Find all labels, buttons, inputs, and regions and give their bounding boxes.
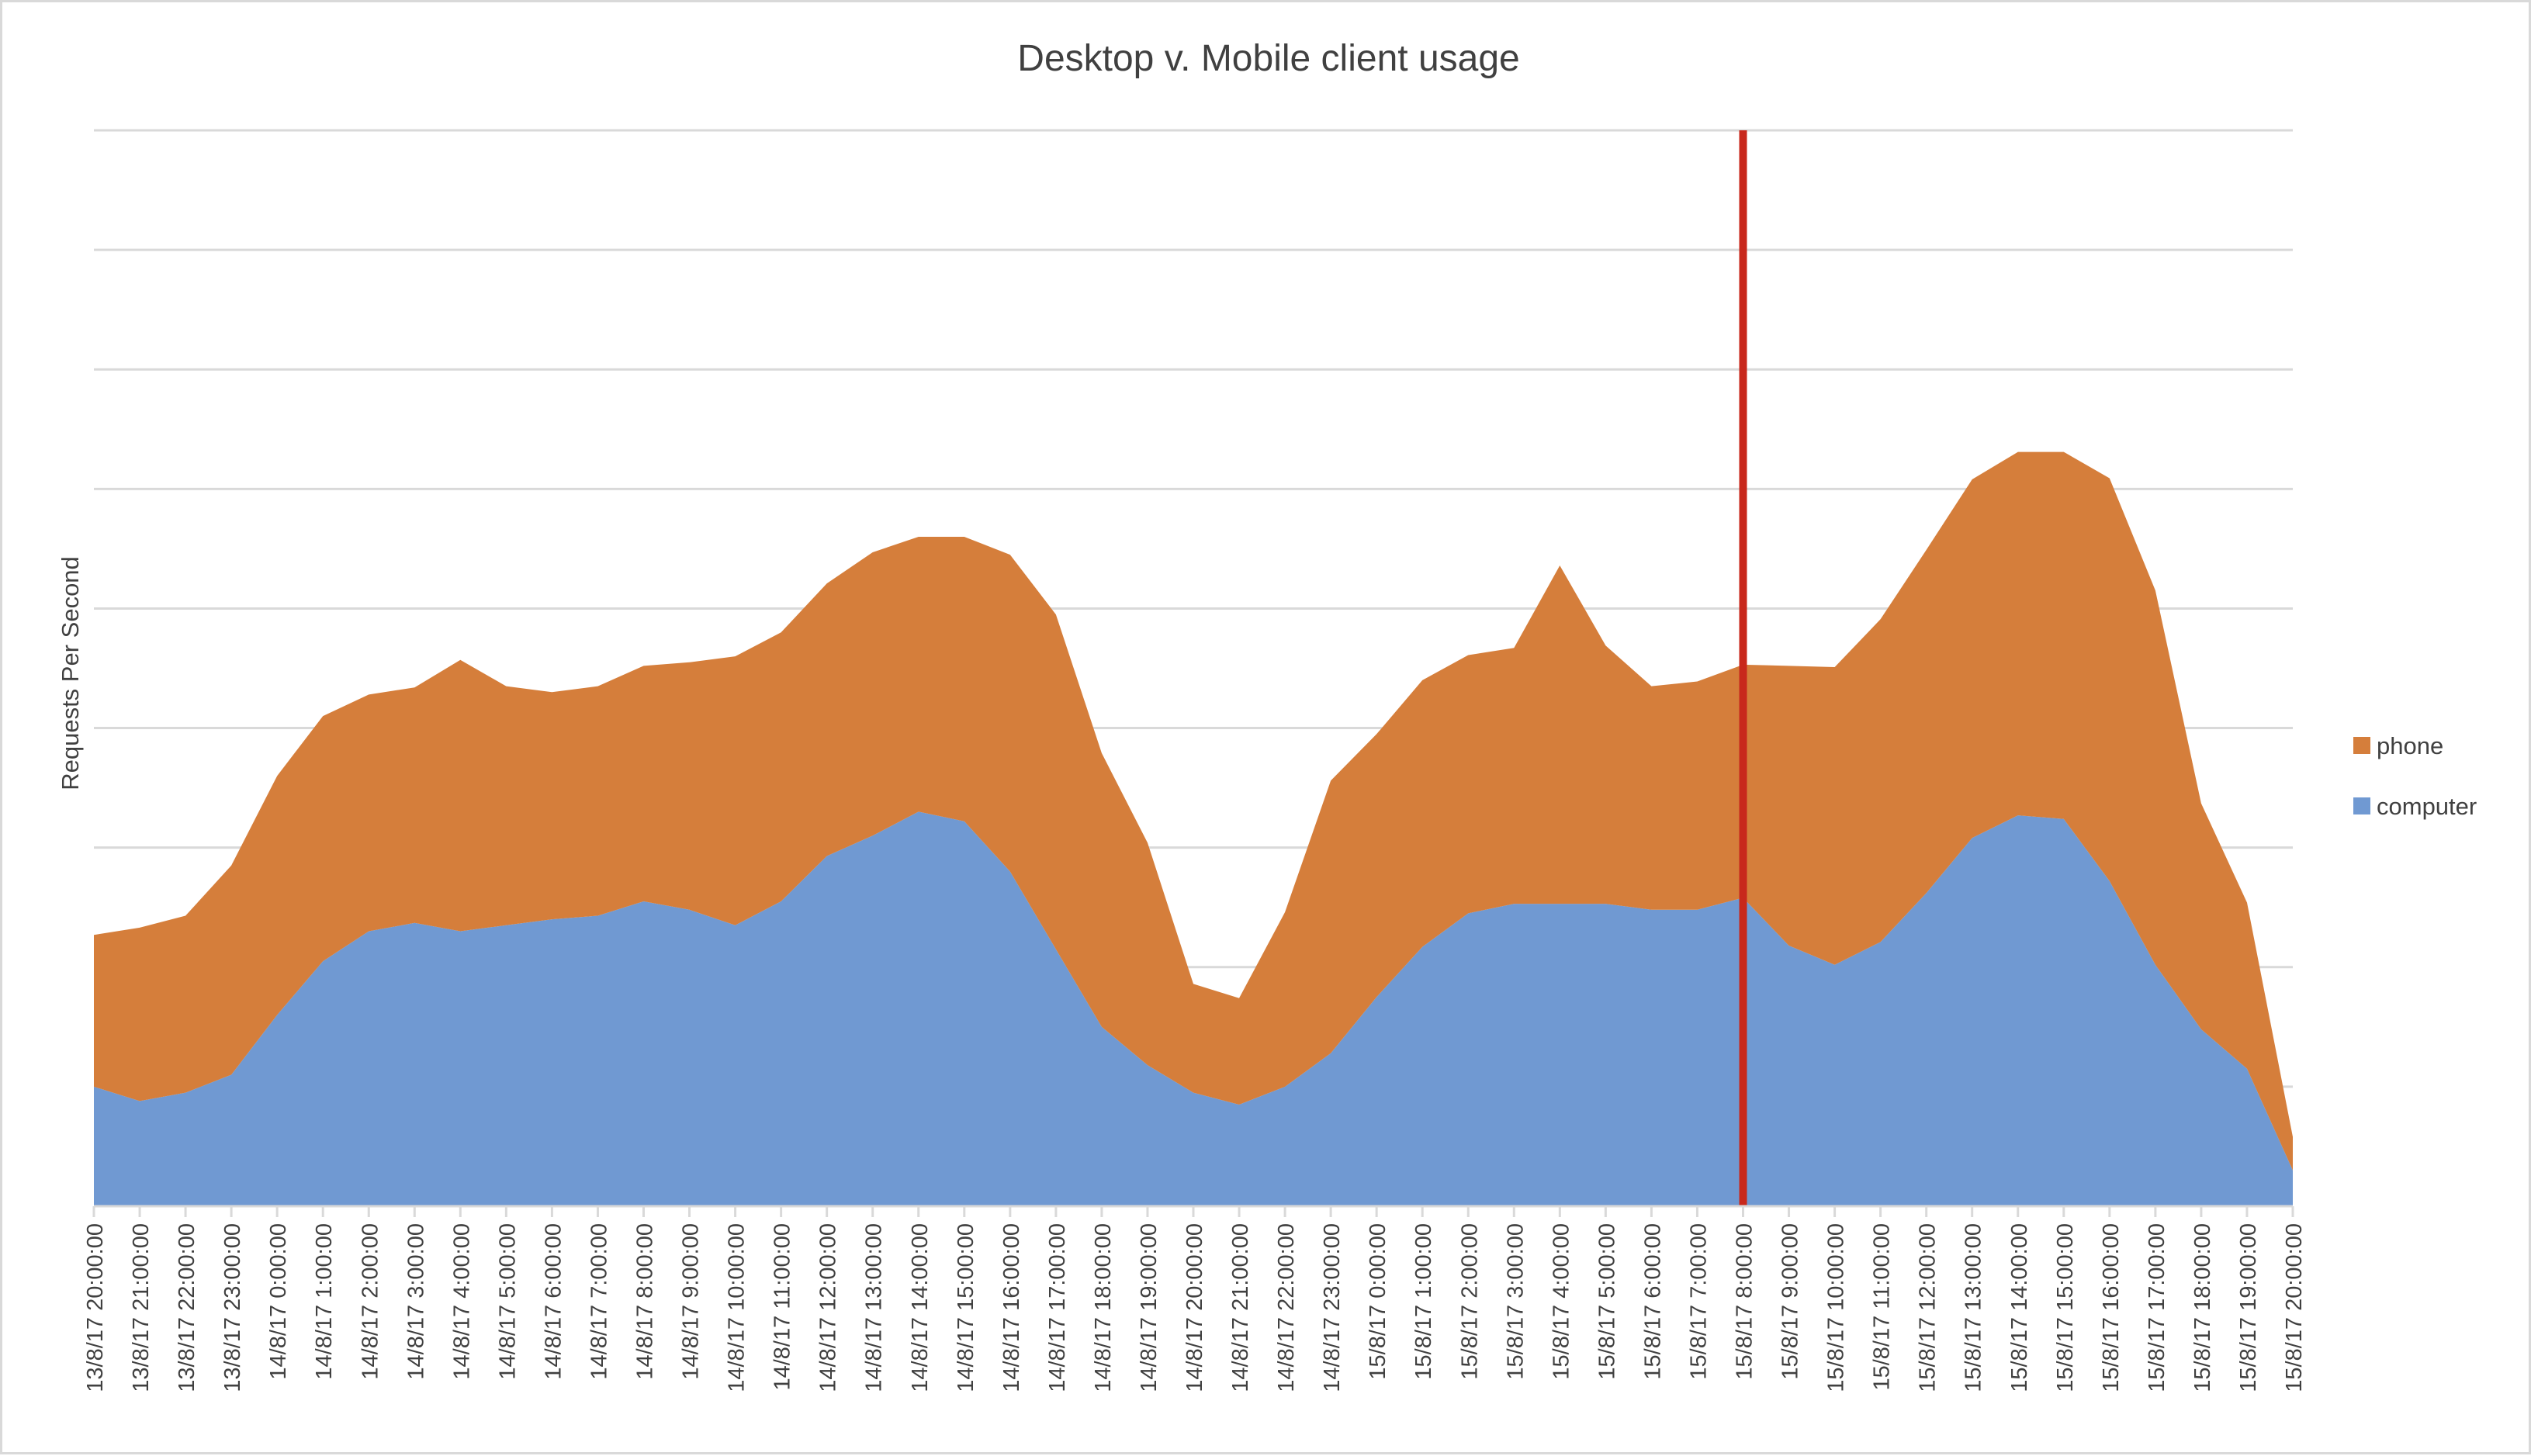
legend-label: computer [2377,793,2477,820]
legend-swatch [2353,737,2370,754]
x-tick-label: 14/8/17 23:00:00 [1320,1223,1345,1392]
x-tick-label: 15/8/17 9:00:00 [1778,1223,1803,1380]
x-tick-label: 14/8/17 11:00:00 [770,1223,795,1391]
x-tick-label: 15/8/17 17:00:00 [2145,1223,2169,1392]
x-tick-label: 15/8/17 19:00:00 [2236,1223,2261,1392]
x-tick-label: 13/8/17 23:00:00 [220,1223,245,1392]
legend-swatch [2353,797,2370,814]
x-tick-label: 15/8/17 15:00:00 [2053,1223,2078,1392]
x-tick-label: 14/8/17 8:00:00 [633,1223,658,1380]
x-tick-label: 15/8/17 20:00:00 [2282,1223,2307,1392]
x-tick-label: 15/8/17 14:00:00 [2007,1223,2032,1392]
x-tick-label: 14/8/17 2:00:00 [358,1223,383,1380]
x-tick-labels: 13/8/17 20:00:00 13/8/17 21:00:00 13/8/17 … [83,1223,2307,1392]
x-tick-label: 14/8/17 7:00:00 [587,1223,611,1380]
x-tick-label: 14/8/17 21:00:00 [1228,1223,1253,1392]
x-tick-label: 14/8/17 16:00:00 [999,1223,1024,1392]
legend[interactable]: phone computer [2353,732,2477,820]
x-tick-label: 15/8/17 16:00:00 [2099,1223,2124,1392]
x-tick-label: 14/8/17 10:00:00 [725,1223,750,1392]
x-tick-label: 13/8/17 21:00:00 [129,1223,154,1392]
x-tick-label: 15/8/17 3:00:00 [1503,1223,1528,1380]
x-tick-label: 14/8/17 1:00:00 [312,1223,337,1380]
x-tick-label: 15/8/17 8:00:00 [1733,1223,1757,1380]
series-areas [94,451,2293,1206]
x-tick-label: 13/8/17 20:00:00 [83,1223,108,1392]
x-axis [92,1205,2294,1217]
x-tick-label: 15/8/17 5:00:00 [1594,1223,1619,1380]
x-tick-label: 14/8/17 3:00:00 [403,1223,428,1380]
legend-label: phone [2377,732,2443,759]
chart-title: Desktop v. Mobile client usage [1017,38,1519,79]
legend-item-phone[interactable]: phone [2353,732,2443,759]
series-area-phone [94,451,2293,1171]
x-tick-label: 14/8/17 17:00:00 [1045,1223,1070,1392]
x-tick-label: 15/8/17 12:00:00 [1916,1223,1941,1392]
x-tick-label: 15/8/17 7:00:00 [1686,1223,1711,1380]
x-tick-label: 14/8/17 22:00:00 [1274,1223,1299,1392]
x-tick-label: 14/8/17 20:00:00 [1182,1223,1207,1392]
x-tick-label: 15/8/17 2:00:00 [1457,1223,1482,1380]
x-tick-label: 14/8/17 5:00:00 [495,1223,520,1380]
x-tick-label: 15/8/17 4:00:00 [1549,1223,1574,1380]
x-tick-label: 15/8/17 18:00:00 [2190,1223,2215,1392]
x-tick-label: 14/8/17 4:00:00 [449,1223,474,1380]
x-tick-label: 15/8/17 10:00:00 [1824,1223,1849,1392]
y-axis-label: Requests Per Second [57,556,84,790]
x-tick-label: 14/8/17 6:00:00 [541,1223,566,1380]
x-tick-label: 15/8/17 13:00:00 [1961,1223,1986,1392]
x-tick-label: 14/8/17 14:00:00 [908,1223,933,1392]
x-tick-label: 14/8/17 19:00:00 [1137,1223,1162,1392]
x-tick-label: 14/8/17 15:00:00 [954,1223,978,1392]
x-tick-label: 14/8/17 9:00:00 [679,1223,704,1380]
x-tick-label: 13/8/17 22:00:00 [175,1223,199,1392]
x-tick-label: 14/8/17 13:00:00 [862,1223,887,1392]
x-tick-label: 15/8/17 0:00:00 [1366,1223,1390,1380]
x-tick-label: 15/8/17 1:00:00 [1411,1223,1436,1380]
x-tick-label: 15/8/17 6:00:00 [1640,1223,1665,1380]
x-tick-label: 14/8/17 12:00:00 [816,1223,841,1392]
legend-item-computer[interactable]: computer [2353,793,2477,820]
x-tick-label: 14/8/17 0:00:00 [266,1223,291,1380]
x-tick-label: 15/8/17 11:00:00 [1870,1223,1895,1391]
x-tick-label: 14/8/17 18:00:00 [1091,1223,1116,1392]
